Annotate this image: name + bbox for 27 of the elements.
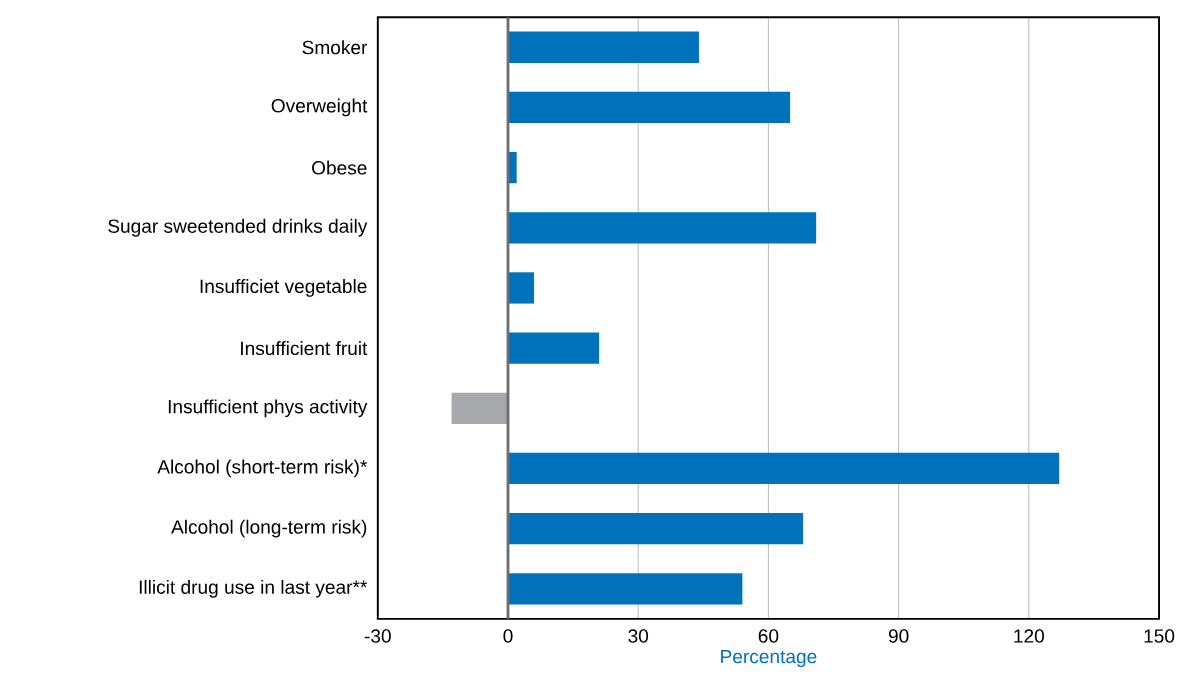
y-tick-label: Smoker <box>302 40 368 55</box>
y-tick-label: Insufficient phys activity <box>168 399 368 418</box>
x-tick-label: 90 <box>888 629 909 643</box>
bar <box>508 572 743 605</box>
x-tick-label: 150 <box>1144 629 1175 643</box>
bar <box>508 31 699 63</box>
y-tick-label: Overweight <box>271 98 368 117</box>
y-tick-label: Insufficiet vegetable <box>200 278 367 297</box>
y-tick-label: Illicit drug use in last year** <box>139 579 368 598</box>
bar <box>508 272 535 304</box>
x-tick-label: 30 <box>628 629 649 643</box>
y-tick-label: Sugar sweetended drinks daily <box>108 218 368 237</box>
x-axis-title: Percentage <box>721 649 817 667</box>
x-tick-label: 60 <box>758 629 779 643</box>
bar <box>508 91 791 123</box>
y-tick-label: Alcohol (short-term risk)* <box>157 459 368 478</box>
bar <box>508 512 804 545</box>
bar <box>508 211 817 244</box>
y-tick-label: Insufficient fruit <box>241 340 368 355</box>
bar <box>451 392 508 424</box>
y-tick-label: Alcohol (long-term risk) <box>171 519 367 538</box>
x-tick-label: 120 <box>1014 629 1044 643</box>
bar <box>508 332 600 364</box>
bar <box>508 452 1060 484</box>
x-tick-label: 0 <box>503 629 513 643</box>
y-tick-label: Obese <box>312 160 367 175</box>
x-tick-label: -30 <box>364 629 391 643</box>
